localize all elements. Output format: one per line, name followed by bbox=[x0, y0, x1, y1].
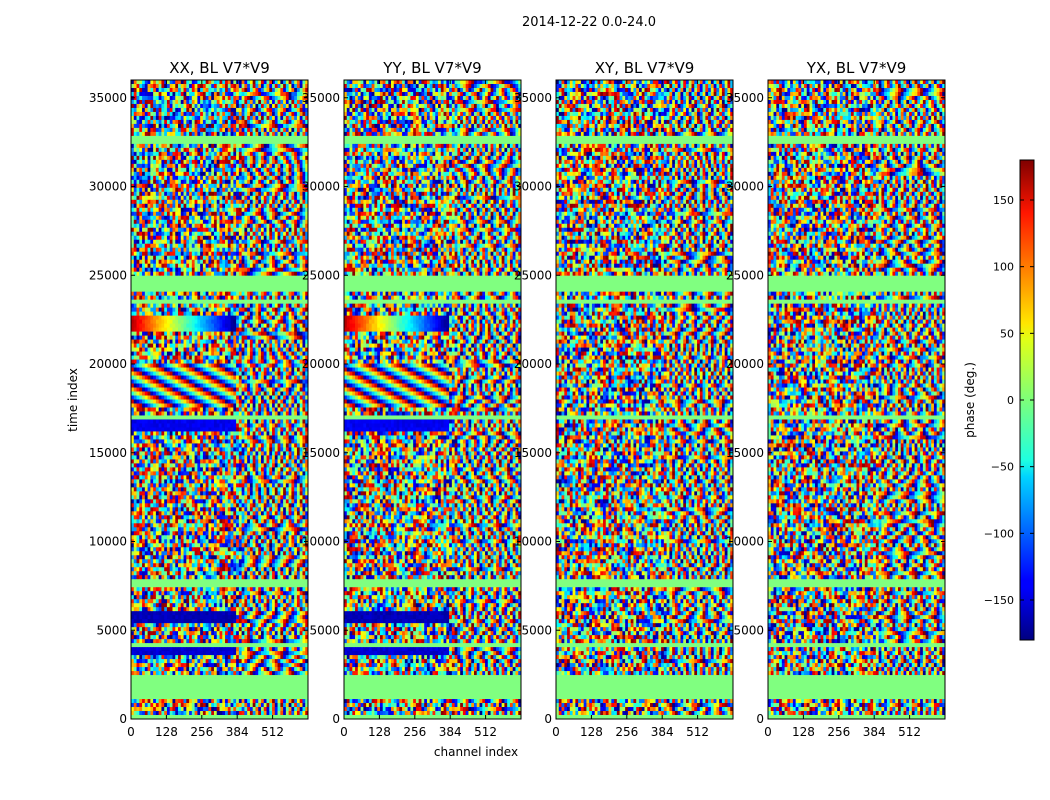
y-tick-label: 10000 bbox=[514, 535, 552, 549]
x-tick-label: 256 bbox=[827, 725, 850, 739]
colorbar: −150 −100 −50 0 50 100 150 phase (deg.) bbox=[963, 159, 1035, 641]
y-tick-label: 20000 bbox=[302, 357, 340, 371]
x-tick-label: 128 bbox=[368, 725, 391, 739]
colorbar-label: phase (deg.) bbox=[963, 362, 977, 438]
y-tick-label: 0 bbox=[756, 712, 764, 726]
plot-frame bbox=[343, 79, 522, 720]
y-tick-label: 25000 bbox=[89, 268, 127, 282]
y-tick-label: 20000 bbox=[726, 357, 764, 371]
phase-image bbox=[131, 80, 308, 719]
panel-title: YX, BL V7*V9 bbox=[806, 59, 907, 77]
x-tick-label: 512 bbox=[686, 725, 709, 739]
y-tick-label: 15000 bbox=[514, 446, 552, 460]
colorbar-tick-label: 150 bbox=[993, 194, 1014, 207]
x-tick-label: 128 bbox=[155, 725, 178, 739]
x-tick-label: 0 bbox=[764, 725, 772, 739]
x-axis-label: channel index bbox=[434, 745, 518, 759]
plot-frame bbox=[130, 79, 309, 720]
colorbar-tick-label: 50 bbox=[1000, 327, 1014, 340]
y-tick-label: 25000 bbox=[726, 268, 764, 282]
y-tick-label: 25000 bbox=[514, 268, 552, 282]
y-tick-label: 5000 bbox=[309, 623, 340, 637]
y-tick-label: 30000 bbox=[514, 180, 552, 194]
x-tick-label: 384 bbox=[439, 725, 462, 739]
panel-title: XX, BL V7*V9 bbox=[169, 59, 270, 77]
x-tick-label: 384 bbox=[863, 725, 886, 739]
x-tick-label: 384 bbox=[226, 725, 249, 739]
panel-xy: XY, BL V7*V9 0 128 256 384 512 0 5000 10000 15000… bbox=[514, 59, 734, 739]
colorbar-tick-label: −150 bbox=[984, 594, 1014, 607]
y-tick-label: 15000 bbox=[89, 446, 127, 460]
y-tick-label: 5000 bbox=[521, 623, 552, 637]
panel-title: XY, BL V7*V9 bbox=[595, 59, 695, 77]
y-tick-label: 0 bbox=[119, 712, 127, 726]
panel-yy: YY, BL V7*V9 0 128 256 384 512 0 5000 10000 15000… bbox=[302, 59, 522, 739]
colorbar-tick-label: 100 bbox=[993, 261, 1014, 274]
x-tick-label: 256 bbox=[190, 725, 213, 739]
y-tick-label: 10000 bbox=[302, 535, 340, 549]
y-tick-label: 35000 bbox=[514, 91, 552, 105]
y-tick-label: 0 bbox=[544, 712, 552, 726]
phase-image bbox=[556, 80, 733, 719]
x-tick-label: 512 bbox=[898, 725, 921, 739]
x-tick-label: 384 bbox=[651, 725, 674, 739]
y-tick-label: 5000 bbox=[96, 623, 127, 637]
y-axis-label: time index bbox=[66, 368, 80, 432]
x-tick-label: 256 bbox=[615, 725, 638, 739]
phase-image bbox=[768, 80, 945, 719]
x-tick-label: 128 bbox=[580, 725, 603, 739]
x-tick-label: 128 bbox=[792, 725, 815, 739]
y-tick-label: 30000 bbox=[302, 180, 340, 194]
panel-xx: XX, BL V7*V9 0 128 256 384 512 0 5000 10000 15000… bbox=[89, 59, 309, 739]
y-tick-label: 5000 bbox=[733, 623, 764, 637]
y-tick-label: 30000 bbox=[726, 180, 764, 194]
x-tick-label: 512 bbox=[474, 725, 497, 739]
x-tick-label: 0 bbox=[127, 725, 135, 739]
y-tick-label: 15000 bbox=[302, 446, 340, 460]
colorbar-tick-label: −100 bbox=[984, 527, 1014, 540]
panel-yx: YX, BL V7*V9 0 128 256 384 512 0 5000 10000 15000… bbox=[726, 59, 946, 739]
colorbar-tick-label: −50 bbox=[991, 461, 1014, 474]
y-tick-label: 10000 bbox=[726, 535, 764, 549]
y-tick-label: 35000 bbox=[302, 91, 340, 105]
phase-image bbox=[344, 80, 521, 719]
x-tick-label: 256 bbox=[403, 725, 426, 739]
x-tick-label: 0 bbox=[552, 725, 560, 739]
y-tick-label: 0 bbox=[332, 712, 340, 726]
y-tick-label: 15000 bbox=[726, 446, 764, 460]
plot-frame bbox=[767, 79, 946, 720]
x-tick-label: 512 bbox=[261, 725, 284, 739]
plot-frame bbox=[555, 79, 734, 720]
y-tick-label: 30000 bbox=[89, 180, 127, 194]
x-tick-label: 0 bbox=[340, 725, 348, 739]
colorbar-tick-label: 0 bbox=[1007, 394, 1014, 407]
y-tick-label: 20000 bbox=[514, 357, 552, 371]
y-tick-label: 35000 bbox=[89, 91, 127, 105]
y-tick-label: 20000 bbox=[89, 357, 127, 371]
figure-suptitle: 2014-12-22 0.0-24.0 bbox=[522, 15, 656, 30]
y-tick-label: 35000 bbox=[726, 91, 764, 105]
y-tick-label: 25000 bbox=[302, 268, 340, 282]
y-tick-label: 10000 bbox=[89, 535, 127, 549]
panel-title: YY, BL V7*V9 bbox=[382, 59, 481, 77]
